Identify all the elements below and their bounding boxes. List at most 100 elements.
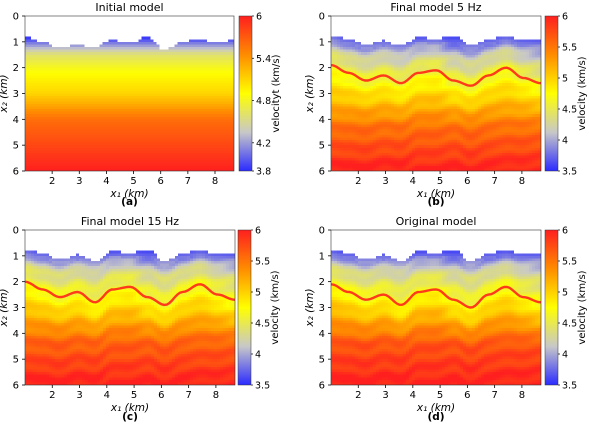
heatmap-cell [364,152,368,156]
heatmap-cell [355,98,359,102]
heatmap-cell [78,52,83,56]
heatmap-cell [105,109,109,112]
heatmap-cell [54,49,59,53]
heatmap-cell [186,26,190,30]
heatmap-cell [42,168,47,171]
heatmap-cell [346,111,350,115]
heatmap-cell [108,36,112,40]
heatmap-cell [30,150,35,154]
heatmap-cell [201,114,205,118]
heatmap-cell [36,132,41,136]
heatmap-cell [340,129,344,133]
heatmap-cell [147,152,151,156]
heatmap-cell [343,109,347,112]
heatmap-cell [192,47,196,50]
heatmap-cell [340,116,344,120]
heatmap-cell [189,140,193,143]
heatmap-cell [222,65,226,69]
heatmap-cell [195,96,199,100]
heatmap-cell [174,98,178,102]
heatmap-cell [120,142,124,146]
heatmap-cell [75,111,80,115]
heatmap-cell [228,16,232,19]
heatmap-cell [153,103,157,107]
heatmap-cell [201,57,205,61]
heatmap-cell [201,88,205,92]
heatmap-cell [331,54,335,58]
heatmap-cell [352,109,356,112]
heatmap-cell [120,83,124,87]
heatmap-cell [33,85,38,89]
heatmap-cell [81,114,86,118]
heatmap-cell [162,134,166,138]
heatmap-cell [222,137,226,141]
heatmap-cell [60,75,65,79]
heatmap-cell [42,34,47,38]
heatmap-cell [156,57,160,61]
heatmap-cell [228,62,232,66]
heatmap-cell [150,44,154,48]
heatmap-cell [210,127,214,131]
heatmap-cell [126,54,130,58]
heatmap-cell [99,67,104,71]
heatmap-cell [132,160,136,164]
heatmap-cell [180,152,184,156]
heatmap-cell [117,41,121,45]
heatmap-cell [99,116,104,120]
heatmap-cell [78,155,83,159]
heatmap-cell [162,129,166,133]
heatmap-cell [87,101,92,105]
heatmap-cell [343,98,347,102]
heatmap-cell [192,85,196,89]
heatmap-cell [168,106,172,110]
heatmap-cell [367,49,371,53]
heatmap-cell [162,93,166,97]
heatmap-cell [361,119,365,123]
heatmap-cell [189,80,193,84]
heatmap-cell [174,28,178,32]
heatmap-cell [228,83,232,87]
heatmap-cell [114,119,118,123]
heatmap-cell [225,145,229,149]
heatmap-cell [81,88,86,92]
heatmap-cell [171,39,175,43]
heatmap-cell [331,93,335,97]
heatmap-cell [66,101,71,105]
heatmap-cell [171,132,175,136]
heatmap-cell [177,111,181,115]
heatmap-cell [210,36,214,40]
heatmap-cell [213,98,217,102]
heatmap-cell [42,140,47,143]
heatmap-cell [147,114,151,118]
heatmap-cell [147,111,151,115]
heatmap-cell [168,75,172,79]
heatmap-cell [162,18,166,22]
heatmap-cell [66,155,71,159]
heatmap-cell [361,165,365,169]
heatmap-cell [222,116,226,120]
heatmap-cell [93,137,98,141]
heatmap-cell [210,134,214,138]
heatmap-cell [153,21,157,25]
heatmap-cell [57,57,62,61]
heatmap-cell [111,28,115,32]
heatmap-cell [117,147,121,151]
heatmap-cell [33,47,38,50]
heatmap-cell [364,98,368,102]
heatmap-cell [349,150,353,154]
heatmap-cell [114,67,118,71]
heatmap-cell [66,67,71,71]
heatmap-cell [84,28,89,32]
heatmap-cell [358,88,362,92]
heatmap-cell [189,90,193,94]
heatmap-cell [129,49,133,53]
heatmap-cell [358,34,362,38]
heatmap-cell [45,160,50,164]
heatmap-cell [114,41,118,45]
heatmap-cell [216,47,220,50]
heatmap-cell [69,96,74,100]
heatmap-cell [156,127,160,131]
heatmap-cell [90,67,95,71]
heatmap-cell [120,72,124,76]
heatmap-cell [96,132,101,136]
